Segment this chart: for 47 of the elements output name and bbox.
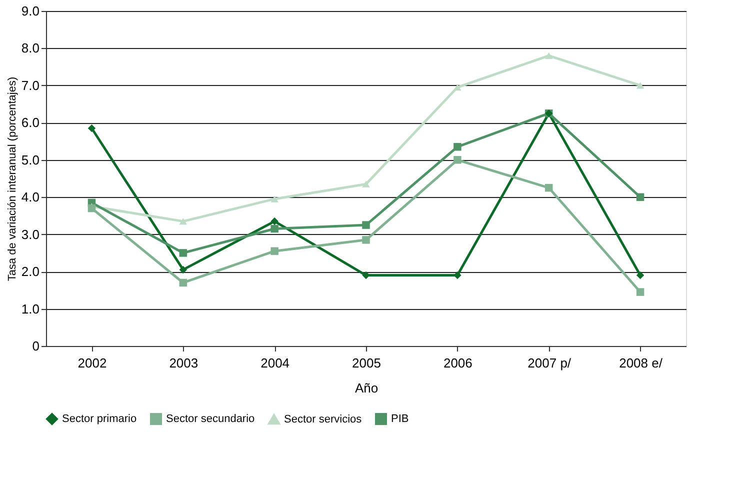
point [454, 84, 462, 91]
legend-label: Sector primario [62, 413, 137, 425]
legend-label: Sector secundario [166, 413, 255, 425]
point [88, 124, 96, 132]
point [636, 82, 644, 89]
point [270, 224, 278, 233]
point [636, 193, 644, 201]
y-axis-title: Tasa de variación interanual (porcentajes) [6, 76, 18, 282]
x-tick-label: 2008 e/ [619, 356, 663, 370]
y-tick-label: 6.0 [21, 115, 40, 130]
legend-label: PIB [391, 413, 409, 425]
y-tick-label: 5.0 [21, 152, 40, 168]
y-tick-label: 4.0 [21, 190, 40, 205]
y-tick-label: 9.0 [21, 4, 40, 18]
point [636, 288, 644, 296]
point [544, 184, 553, 192]
x-tick-label: 2003 [169, 356, 198, 370]
point [454, 142, 462, 151]
point [179, 266, 188, 274]
legend-label: Sector servicios [284, 413, 362, 426]
point [179, 218, 188, 225]
x-tick-label: 2005 [352, 356, 381, 370]
point [362, 221, 370, 229]
y-tick-label: 8.0 [21, 40, 40, 56]
point [362, 271, 370, 280]
point [270, 247, 278, 255]
point [636, 271, 644, 280]
point [454, 271, 462, 280]
x-tick-label: 2004 [260, 356, 290, 370]
point [362, 180, 370, 188]
point [179, 249, 188, 257]
x-axis-title: Año [354, 380, 378, 396]
point [270, 196, 278, 202]
y-tick-label: 1.0 [21, 301, 40, 316]
point [362, 236, 370, 244]
x-tick-label: 2006 [443, 356, 472, 370]
point [88, 204, 96, 212]
x-tick-label: 2007 p/ [528, 356, 572, 370]
point [270, 217, 278, 226]
y-tick-label: 0 [32, 338, 40, 354]
y-tick-label: 7.0 [21, 78, 40, 93]
point [179, 278, 188, 287]
y-tick-label: 3.0 [21, 226, 40, 242]
x-tick-label: 2002 [78, 356, 107, 370]
point [454, 156, 462, 164]
y-tick-label: 2.0 [21, 264, 40, 280]
point [544, 52, 553, 60]
